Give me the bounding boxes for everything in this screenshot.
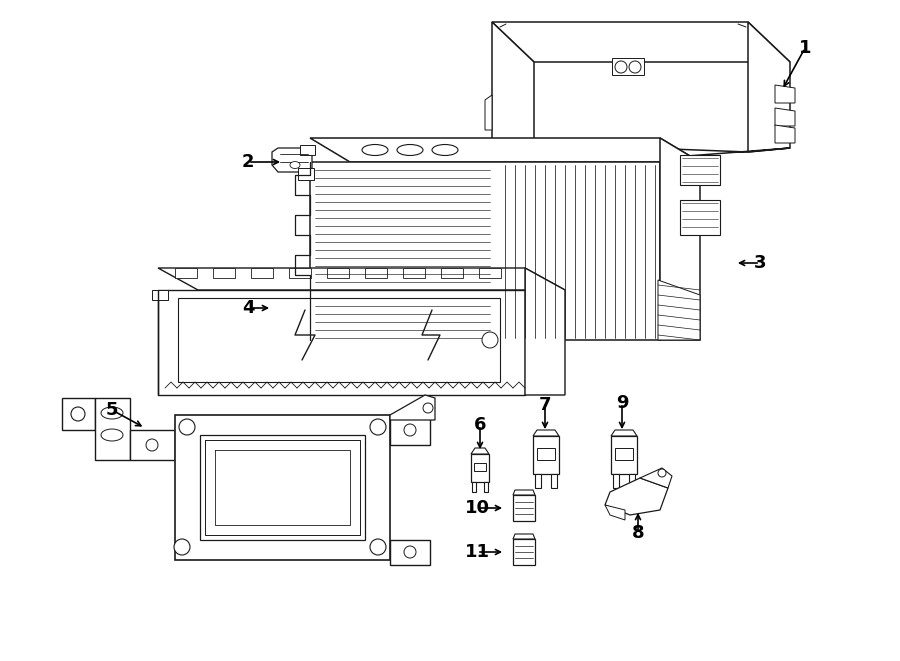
Polygon shape (327, 268, 349, 278)
Ellipse shape (101, 429, 123, 441)
Ellipse shape (101, 407, 123, 419)
Text: 6: 6 (473, 416, 486, 434)
Polygon shape (775, 108, 795, 126)
Polygon shape (605, 505, 625, 520)
Polygon shape (492, 22, 534, 168)
Polygon shape (472, 482, 476, 492)
Polygon shape (272, 148, 312, 172)
Polygon shape (175, 268, 197, 278)
Ellipse shape (290, 161, 300, 169)
Polygon shape (513, 495, 535, 521)
Text: 4: 4 (242, 299, 254, 317)
Polygon shape (492, 22, 790, 62)
Polygon shape (445, 338, 463, 355)
Polygon shape (551, 474, 557, 488)
Polygon shape (535, 474, 541, 488)
Circle shape (404, 424, 416, 436)
Polygon shape (775, 85, 795, 103)
Text: 8: 8 (632, 524, 644, 542)
Polygon shape (310, 138, 700, 162)
Polygon shape (470, 338, 488, 355)
Polygon shape (611, 430, 637, 436)
Polygon shape (130, 430, 175, 460)
Text: 10: 10 (464, 499, 490, 517)
Polygon shape (158, 290, 525, 395)
Polygon shape (611, 436, 637, 474)
Polygon shape (492, 142, 790, 168)
Polygon shape (390, 395, 435, 420)
Polygon shape (158, 268, 565, 290)
Circle shape (629, 61, 641, 73)
Text: 7: 7 (539, 396, 551, 414)
Polygon shape (513, 534, 535, 539)
Polygon shape (403, 268, 425, 278)
Circle shape (370, 539, 386, 555)
Polygon shape (298, 168, 314, 180)
Polygon shape (320, 338, 338, 355)
Polygon shape (289, 268, 311, 278)
Polygon shape (484, 482, 488, 492)
Polygon shape (370, 338, 388, 355)
Circle shape (71, 407, 85, 421)
Polygon shape (395, 338, 413, 355)
Polygon shape (471, 454, 489, 482)
Polygon shape (680, 155, 720, 185)
Polygon shape (200, 435, 365, 540)
Circle shape (146, 439, 158, 451)
Circle shape (423, 403, 433, 413)
Text: 9: 9 (616, 394, 628, 412)
Polygon shape (441, 268, 463, 278)
Polygon shape (474, 463, 486, 471)
Polygon shape (365, 268, 387, 278)
Polygon shape (485, 95, 492, 130)
Polygon shape (345, 338, 363, 355)
Polygon shape (390, 540, 430, 565)
Polygon shape (479, 268, 501, 278)
Circle shape (482, 332, 498, 348)
Polygon shape (533, 430, 559, 436)
Polygon shape (629, 474, 635, 488)
Polygon shape (513, 490, 535, 495)
Polygon shape (605, 478, 668, 515)
Polygon shape (612, 58, 644, 75)
Polygon shape (62, 398, 95, 430)
Circle shape (370, 419, 386, 435)
Polygon shape (213, 268, 235, 278)
Circle shape (179, 419, 195, 435)
Polygon shape (152, 290, 168, 300)
Text: 2: 2 (242, 153, 254, 171)
Text: 1: 1 (799, 39, 811, 57)
Text: 11: 11 (464, 543, 490, 561)
Polygon shape (613, 474, 619, 488)
Ellipse shape (432, 145, 458, 155)
Polygon shape (513, 539, 535, 565)
Polygon shape (680, 200, 720, 235)
Polygon shape (310, 162, 660, 340)
Polygon shape (95, 398, 130, 460)
Circle shape (404, 546, 416, 558)
Polygon shape (533, 436, 559, 474)
Polygon shape (525, 268, 565, 395)
Ellipse shape (362, 145, 388, 155)
Text: 5: 5 (106, 401, 118, 419)
Polygon shape (420, 338, 438, 355)
Polygon shape (660, 138, 700, 340)
Polygon shape (775, 125, 795, 143)
Circle shape (658, 469, 666, 477)
Polygon shape (640, 468, 672, 488)
Circle shape (615, 61, 627, 73)
Polygon shape (178, 298, 500, 382)
Polygon shape (175, 415, 390, 560)
Polygon shape (658, 280, 700, 340)
Polygon shape (300, 145, 315, 155)
Text: 3: 3 (754, 254, 766, 272)
Ellipse shape (397, 145, 423, 155)
Polygon shape (471, 448, 489, 454)
Polygon shape (615, 448, 633, 460)
Polygon shape (390, 415, 430, 445)
Circle shape (174, 539, 190, 555)
Polygon shape (251, 268, 273, 278)
Polygon shape (748, 22, 790, 152)
Polygon shape (537, 448, 555, 460)
